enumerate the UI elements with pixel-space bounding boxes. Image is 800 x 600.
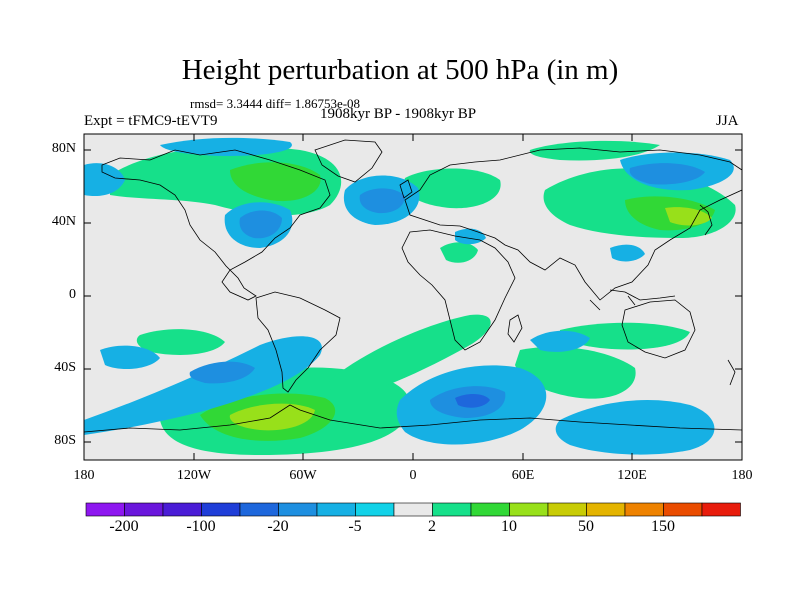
- field-neg-southern-ocean-east: [555, 400, 715, 455]
- field-pos-indian-ocean: [515, 346, 636, 399]
- coastline-british-isles: [399, 179, 413, 199]
- coastline-north-america: [101, 149, 331, 301]
- lat-tick-label: 40S: [54, 360, 76, 375]
- experiment-label: Expt = tFMC9-tEVT9: [84, 113, 218, 129]
- colorbar-box: [355, 502, 395, 517]
- field-pos-north-america-core: [230, 162, 321, 202]
- colorbar-box: [663, 502, 703, 517]
- coastline-new-zealand: [727, 359, 736, 386]
- field-neg-arctic-west: [160, 137, 292, 156]
- colorbar-box: [586, 502, 626, 517]
- colorbar-box: [509, 502, 549, 517]
- colorbar: [85, 502, 741, 517]
- plot-title: Height perturbation at 500 hPa (in m): [181, 54, 619, 86]
- lat-tick-label: 80S: [54, 433, 76, 448]
- colorbar-box: [124, 502, 164, 517]
- colorbar-label: 150: [651, 518, 675, 535]
- lat-tick-label: 0: [69, 287, 76, 302]
- lon-tick-label: 120W: [176, 468, 212, 483]
- period-label: 1908kyr BP - 1908kyr BP: [320, 106, 477, 122]
- lon-tick-label: 120E: [617, 468, 647, 483]
- axis-ticks: [83, 134, 743, 460]
- colorbar-box: [316, 502, 356, 517]
- field-neg-tropics-east: [610, 244, 645, 262]
- colorbar-box: [201, 502, 241, 517]
- colorbar-label: 10: [501, 518, 517, 535]
- field-neg-north-pacific: [84, 163, 125, 197]
- colorbar-box: [701, 502, 741, 517]
- lon-tick-label: 60E: [511, 468, 535, 483]
- field-pos-arctic-east: [529, 140, 660, 161]
- colorbar-box: [432, 502, 472, 517]
- colorbar-box: [470, 502, 510, 517]
- field-neg-south-america: [189, 361, 255, 384]
- colorbar-box: [624, 502, 664, 517]
- coastline-madagascar: [507, 314, 523, 343]
- colorbar-label: -100: [186, 518, 216, 535]
- coastline-japan: [699, 204, 713, 236]
- colorbar-box: [393, 502, 433, 517]
- coastlines: [84, 139, 742, 433]
- colorbar-box: [162, 502, 202, 517]
- lat-tick-label: 80N: [51, 141, 76, 156]
- field-pos-west-africa: [440, 242, 478, 263]
- coastline-africa: [401, 229, 516, 351]
- coastline-southeast-asia-islands: [589, 289, 676, 311]
- field-pos-east-asia-peak: [665, 207, 712, 226]
- colorbar-label: -5: [348, 518, 362, 535]
- lon-tick-label: 60W: [289, 468, 317, 483]
- coastline-south-america: [255, 291, 341, 393]
- colorbar-box: [278, 502, 318, 517]
- field-pos-south-pacific: [136, 329, 225, 355]
- coastline-eurasia: [404, 147, 742, 301]
- field-neg-southern-ocean-west: [84, 336, 322, 435]
- field-pos-south-america-peak: [229, 403, 315, 431]
- rmsd-stats: rmsd= 3.3444 diff= 1.86753e-08: [190, 96, 361, 111]
- field-pos-south-pacific-east: [559, 322, 690, 350]
- lon-tick-label: 180: [73, 468, 95, 483]
- colorbar-box: [85, 502, 125, 517]
- field-pos-europe: [404, 168, 501, 209]
- colorbar-label: 2: [428, 518, 436, 535]
- lon-tick-label: 0: [409, 468, 417, 483]
- field-neg-indian-ocean: [530, 330, 590, 352]
- map-field: [84, 134, 742, 460]
- colorbar-box: [547, 502, 587, 517]
- lat-tick-label: 40N: [51, 214, 76, 229]
- lon-tick-label: 180: [731, 468, 753, 483]
- season-label: JJA: [716, 113, 739, 129]
- coastline-australia: [621, 299, 696, 359]
- field-neg-south-atlantic-peak: [455, 394, 490, 408]
- colorbar-label: -20: [267, 518, 289, 535]
- coastline-greenland: [314, 139, 383, 183]
- field-pos-south-atlantic-band: [329, 314, 491, 396]
- coastline-antarctica: [84, 404, 742, 433]
- field-neg-north-atlantic-core: [359, 188, 405, 214]
- colorbar-box: [239, 502, 279, 517]
- field-neg-south-pacific: [100, 345, 160, 370]
- colorbar-label: 50: [578, 518, 594, 535]
- colorbar-label: -200: [109, 518, 139, 535]
- field-neg-north-america-core: [239, 210, 282, 239]
- field-neg-northeast-asia-core: [629, 163, 705, 185]
- field-neg-mediterranean: [455, 228, 486, 245]
